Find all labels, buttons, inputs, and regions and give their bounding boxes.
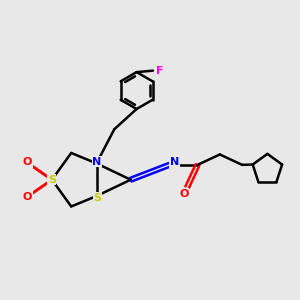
Text: S: S: [48, 175, 56, 185]
Text: O: O: [179, 189, 189, 199]
Text: O: O: [23, 158, 32, 167]
Text: O: O: [23, 192, 32, 202]
Text: N: N: [170, 158, 179, 167]
Text: S: S: [93, 193, 101, 202]
Text: N: N: [92, 157, 102, 167]
Text: F: F: [156, 66, 164, 76]
